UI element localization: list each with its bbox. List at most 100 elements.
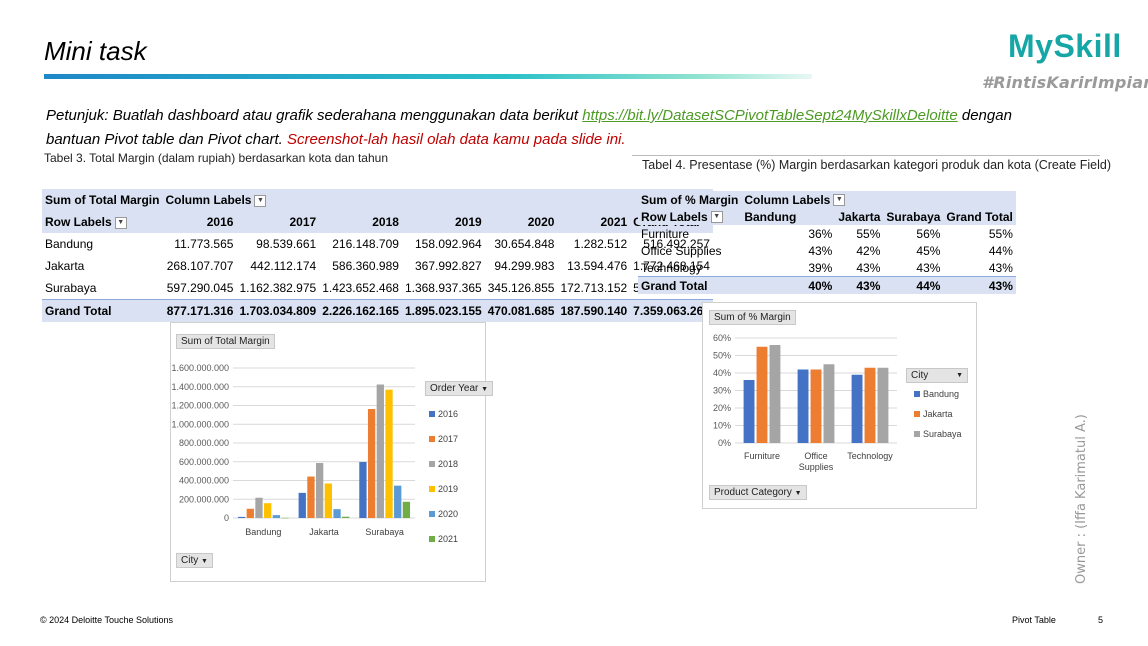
column-labels-filter[interactable]: Column Labels ▼ xyxy=(162,189,713,211)
pivot-chart-total-margin[interactable]: Sum of Total Margin Order Year ▼ City ▼ … xyxy=(170,322,494,582)
year-header: 2016 xyxy=(162,211,237,233)
chart2-canvas: 0% 10% 20% 30% 40% 50% 60% Furniture OfficeSuppl… xyxy=(713,333,962,472)
bar xyxy=(877,367,889,443)
legend-swatch xyxy=(914,411,920,417)
legend-swatch xyxy=(429,511,435,517)
instruction-text: Petunjuk: Buatlah dashboard atau grafik … xyxy=(46,104,1056,152)
y-tick-label: 10% xyxy=(713,421,731,431)
legend-swatch xyxy=(429,461,435,467)
legend-swatch xyxy=(914,431,920,437)
table4-caption: Tabel 4. Presentase (%) Margin berdasark… xyxy=(642,158,1111,172)
y-tick-label: 50% xyxy=(713,351,731,361)
value-field-button[interactable]: Sum of Total Margin xyxy=(176,334,275,349)
year-header: 2020 xyxy=(484,211,558,233)
value-label: Sum of % Margin xyxy=(638,191,742,208)
cell: 45% xyxy=(916,243,941,258)
instruction-pre: Petunjuk: Buatlah dashboard atau grafik … xyxy=(46,107,583,124)
y-tick-label: 40% xyxy=(713,368,731,378)
x-tick-label: Technology xyxy=(847,451,893,461)
year-header: 2017 xyxy=(236,211,320,233)
value-field-button[interactable]: Sum of % Margin xyxy=(709,310,796,325)
legend-label: 2020 xyxy=(438,509,458,519)
axis-field-button[interactable]: Product Category ▼ xyxy=(709,485,807,500)
cell: 43% xyxy=(856,260,881,275)
bar xyxy=(367,409,376,518)
cell: 13.594.476 xyxy=(567,259,628,273)
cell: 268.107.707 xyxy=(166,259,234,273)
dropdown-icon[interactable]: ▼ xyxy=(956,372,963,379)
dropdown-icon[interactable]: ▼ xyxy=(481,386,489,393)
footer-title: Pivot Table xyxy=(1012,615,1056,625)
bar xyxy=(237,516,246,518)
grand-total-header: Grand Total xyxy=(943,208,1016,225)
column-labels-filter[interactable]: Column Labels ▼ xyxy=(741,191,1016,208)
cell: 187.590.140 xyxy=(557,299,631,322)
pivot-chart-percent-margin[interactable]: Sum of % Margin City ▼ Product Category … xyxy=(702,302,977,509)
cell: 367.992.827 xyxy=(414,259,482,273)
x-tick-label: Jakarta xyxy=(309,527,339,537)
x-tick-label: Supplies xyxy=(799,462,834,472)
owner-label: Owner : (Iffa Karimatul A.) xyxy=(1074,414,1089,584)
dataset-link[interactable]: https://bit.ly/DatasetSCPivotTableSept24… xyxy=(582,107,958,124)
cell: 345.126.855 xyxy=(487,281,555,295)
legend-field-button[interactable]: City ▼ xyxy=(906,368,968,383)
bar xyxy=(272,515,281,518)
cell: 55% xyxy=(856,226,881,241)
axis-field-button[interactable]: City ▼ xyxy=(176,553,213,568)
bar xyxy=(823,364,835,443)
title-underline xyxy=(44,74,812,79)
dropdown-icon[interactable]: ▼ xyxy=(114,216,127,229)
table3-caption: Tabel 3. Total Margin (dalam rupiah) ber… xyxy=(44,151,388,165)
dropdown-icon[interactable]: ▼ xyxy=(201,558,208,565)
slide-title: Mini task xyxy=(44,36,147,66)
grand-total-value: 7.359.063.269 xyxy=(630,299,713,322)
table-row: Surabaya 597.290.045 1.162.382.975 1.423… xyxy=(42,277,713,300)
y-tick-label: 1.600.000.000 xyxy=(171,363,229,373)
bar xyxy=(359,462,367,518)
pivot-table-percent-margin: Sum of % Margin Column Labels ▼ Row Label… xyxy=(638,191,1016,294)
legend-field-button[interactable]: Order Year ▼ xyxy=(425,381,494,396)
year-header: 2021 xyxy=(557,211,631,233)
dropdown-icon[interactable]: ▼ xyxy=(710,211,723,224)
pivot3-header-row-2: Row Labels ▼ 2016 2017 2018 2019 2020 202… xyxy=(42,211,713,233)
bar xyxy=(402,501,411,518)
cell: 44% xyxy=(883,276,944,294)
row-label: Furniture xyxy=(641,226,690,241)
city-header: Jakarta xyxy=(835,208,884,225)
cell: 40% xyxy=(741,276,836,294)
cell: 98.539.661 xyxy=(256,237,317,251)
city-header: Bandung xyxy=(741,208,836,225)
dropdown-icon[interactable]: ▼ xyxy=(254,194,267,207)
bar xyxy=(264,503,272,518)
cell: 216.148.709 xyxy=(332,237,399,251)
y-tick-label: 20% xyxy=(713,403,731,413)
y-tick-label: 1.000.000.000 xyxy=(171,419,229,429)
row-total: 43% xyxy=(988,260,1013,275)
legend-swatch xyxy=(429,411,435,417)
bar xyxy=(376,384,384,518)
cell: 442.112.174 xyxy=(250,259,317,273)
y-tick-label: 0 xyxy=(224,513,229,523)
row-labels-filter[interactable]: Row Labels ▼ xyxy=(42,211,163,233)
cell: 30.654.848 xyxy=(494,237,555,251)
cell: 56% xyxy=(916,226,941,241)
dropdown-icon[interactable]: ▼ xyxy=(794,490,802,497)
dropdown-icon[interactable]: ▼ xyxy=(833,194,846,207)
cell: 43% xyxy=(916,260,941,275)
legend-swatch xyxy=(914,391,920,397)
row-label: Technology xyxy=(641,260,702,275)
table-row: Jakarta 268.107.707 442.112.174 586.360.… xyxy=(42,255,713,277)
table-row: Bandung 11.773.565 98.539.661 216.148.70… xyxy=(42,233,713,255)
bar xyxy=(743,380,755,443)
year-header: 2018 xyxy=(319,211,402,233)
row-labels-filter[interactable]: Row Labels ▼ xyxy=(638,208,742,225)
legend-label: Surabaya xyxy=(923,429,962,439)
legend-label: 2018 xyxy=(438,459,458,469)
city-header: Surabaya xyxy=(883,208,944,225)
year-header: 2019 xyxy=(401,211,485,233)
row-label: Office Supplies xyxy=(641,243,722,258)
bar xyxy=(385,389,393,518)
cell: 42% xyxy=(856,243,881,258)
bar xyxy=(851,374,863,443)
x-tick-label: Office xyxy=(804,451,827,461)
